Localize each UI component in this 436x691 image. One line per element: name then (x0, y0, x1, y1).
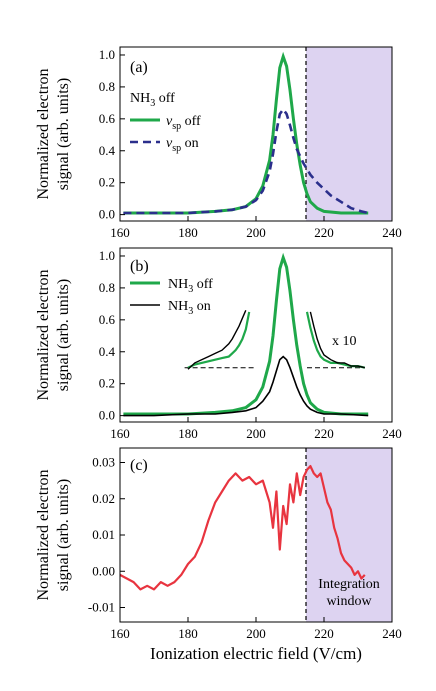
y-tick-label-c-0.02: 0.02 (92, 491, 115, 506)
x-tick-label-b-180: 180 (178, 426, 198, 441)
panel-a-label: (a) (130, 59, 148, 76)
x-tick-label-b-220: 220 (314, 426, 334, 441)
y-tick-label-a-1: 1.0 (99, 47, 115, 62)
x-tick-label-b-200: 200 (246, 426, 266, 441)
y-tick-label-c-0.03: 0.03 (92, 455, 115, 470)
x-tick-label-b-240: 240 (382, 426, 402, 441)
legend-label-nh3-off: NH3 off (168, 277, 213, 295)
y-tick-label-c--0.01: -0.01 (88, 600, 115, 615)
y-tick-label-c-0: 0.00 (92, 563, 115, 578)
panel-c-label: (c) (130, 457, 148, 474)
panel-b-zoom-nh3-on-left (187, 310, 247, 370)
y-axis-title-a-line1: Normalized electron (35, 68, 52, 199)
panel-b: 160 180 200 220 240 0.0 0.2 0.4 0.6 0.8 1.0 (b) NH… (99, 247, 402, 441)
panel-b-ticks: 160 180 200 220 240 0.0 0.2 0.4 0.6 0.8 1.0 (99, 248, 402, 441)
y-axis-title-c-line2: signal (arb. units) (55, 479, 72, 591)
x-tick-label-c-240: 240 (382, 626, 402, 641)
y-tick-label-a-0.8: 0.8 (99, 79, 115, 94)
panel-b-zoom-nh3-off-left (187, 311, 251, 369)
y-tick-label-c-0.01: 0.01 (92, 527, 115, 542)
window-label-line2: window (326, 594, 372, 609)
x-tick-label-a-160: 160 (110, 225, 130, 240)
x-axis-title: Ionization electric field (V/cm) (150, 644, 362, 663)
x-tick-label-a-180: 180 (178, 225, 198, 240)
panel-a-integration-window (306, 47, 392, 221)
y-axis-title-a-line2: signal (arb. units) (55, 78, 72, 190)
y-axis-title-c: Normalized electron signal (arb. units) (35, 469, 72, 600)
y-tick-label-b-0.6: 0.6 (99, 312, 116, 327)
panel-a-series-vsp-on (123, 107, 369, 215)
panel-a-legend-title: NH3 off (130, 91, 175, 109)
x-tick-label-c-180: 180 (178, 626, 198, 641)
y-tick-label-b-0.2: 0.2 (99, 376, 115, 391)
legend-label-vsp-on: vsp on (166, 136, 199, 154)
x-tick-label-a-220: 220 (314, 225, 334, 240)
panel-a-ticks: 160 180 200 220 240 0.0 0.2 0.4 0.6 0.8 1.0 (99, 47, 402, 240)
legend-label-vsp-off: vsp off (166, 114, 201, 132)
panel-c-series-difference (119, 465, 366, 591)
x-tick-label-a-240: 240 (382, 225, 402, 240)
y-tick-label-a-0.6: 0.6 (99, 111, 116, 126)
window-label-line1: Integration (318, 577, 379, 592)
panel-c: 160 180 200 220 240 -0.01 0.00 0.01 0.02 0.03 (c)… (88, 447, 402, 642)
y-axis-title-b-line2: signal (arb. units) (55, 279, 72, 391)
panel-b-series-nh3-off (123, 252, 369, 416)
panel-b-label: (b) (130, 258, 149, 275)
y-tick-label-b-0: 0.0 (99, 408, 115, 423)
y-tick-label-b-0.8: 0.8 (99, 280, 115, 295)
y-axis-title-a: Normalized electron signal (arb. units) (35, 68, 72, 199)
y-axis-title-c-line1: Normalized electron (35, 469, 52, 600)
legend-label-nh3-on: NH3 on (168, 299, 211, 317)
y-axis-title-b-line1: Normalized electron (35, 269, 52, 400)
y-tick-label-a-0.4: 0.4 (99, 143, 116, 158)
x-tick-label-a-200: 200 (246, 225, 266, 240)
panel-b-series-nh3-on (123, 355, 369, 417)
panel-c-ticks: 160 180 200 220 240 -0.01 0.00 0.01 0.02 0.03 (88, 455, 402, 642)
y-tick-label-b-1: 1.0 (99, 248, 115, 263)
x-tick-label-c-160: 160 (110, 626, 130, 641)
x-tick-label-b-160: 160 (110, 426, 130, 441)
x-tick-label-c-200: 200 (246, 626, 266, 641)
y-tick-label-b-0.4: 0.4 (99, 344, 116, 359)
panel-b-zoom-annotation: x 10 (332, 334, 357, 349)
y-tick-label-a-0.2: 0.2 (99, 175, 115, 190)
panel-b-zoom-nh3-on-right (309, 311, 365, 369)
panel-a: 160 180 200 220 240 0.0 0.2 0.4 0.6 0.8 1.0 (a) NH… (99, 46, 402, 240)
y-axis-title-b: Normalized electron signal (arb. units) (35, 269, 72, 400)
y-tick-label-a-0: 0.0 (99, 207, 115, 222)
x-tick-label-c-220: 220 (314, 626, 334, 641)
